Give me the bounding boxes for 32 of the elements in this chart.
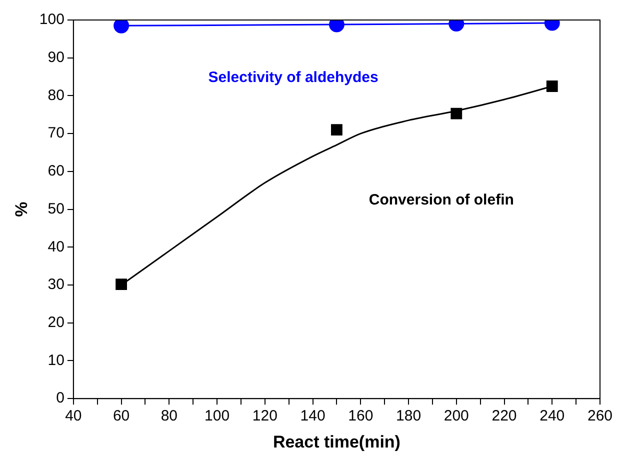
x-tick-label: 180 [396, 408, 422, 425]
y-tick-label: 60 [48, 162, 64, 180]
text: Conversion of olefin [368, 192, 514, 209]
x-tick-label: 240 [540, 408, 565, 425]
x-tick-label: 120 [252, 408, 278, 425]
x-tick-label: 60 [112, 408, 130, 425]
y-tick-label: 0 [56, 390, 64, 407]
point [450, 108, 462, 120]
y-tick-label: 10 [48, 352, 64, 369]
y-axis-title: % [12, 202, 31, 217]
y-tick-label: 30 [48, 276, 64, 294]
y-tick-label: 80 [48, 86, 64, 104]
x-tick-label: 140 [300, 408, 326, 425]
x-tick-label: 160 [348, 408, 374, 425]
x-tick-label: 80 [160, 408, 178, 425]
y-tick-label: 40 [48, 238, 64, 256]
x-tick-label: 260 [587, 408, 613, 425]
point [546, 80, 558, 92]
y-tick-label: 20 [48, 314, 64, 332]
x-tick-label: 100 [204, 408, 230, 425]
y-tick-label: 100 [39, 11, 64, 28]
text: Selectivity of aldehydes [208, 68, 378, 86]
y-tick-label: 50 [48, 200, 64, 218]
x-tick-label: 40 [65, 408, 82, 425]
point [116, 278, 127, 290]
x-axis-title: React time(min) [272, 432, 400, 452]
point [114, 20, 130, 34]
y-tick-label: 70 [48, 124, 64, 142]
x-tick-label: 200 [444, 408, 469, 425]
y-tick-label: 90 [48, 49, 64, 66]
point [331, 124, 342, 136]
x-tick-label: 220 [492, 408, 517, 425]
